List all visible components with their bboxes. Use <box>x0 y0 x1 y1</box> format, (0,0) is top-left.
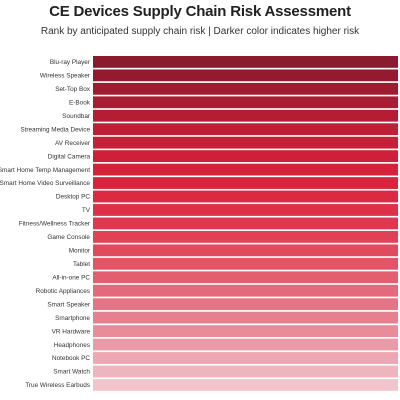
category-label-6: AV Receiver <box>55 140 91 147</box>
bar-6 <box>93 136 398 149</box>
bar-10 <box>93 190 398 203</box>
category-label-3: E-Book <box>69 99 91 106</box>
bar-24 <box>93 379 398 391</box>
category-label-9: Smart Home Video Surveillance <box>0 180 90 187</box>
bar-18 <box>93 298 398 311</box>
category-label-21: Headphones <box>54 342 90 349</box>
bar-16 <box>93 271 398 284</box>
bar-0 <box>93 56 398 68</box>
chart-title: CE Devices Supply Chain Risk Assessment <box>49 3 351 20</box>
category-label-2: Set-Top Box <box>55 86 91 93</box>
category-label-16: All-in-one PC <box>52 274 90 281</box>
category-label-15: Tablet <box>73 261 90 268</box>
category-label-24: True Wireless Earbuds <box>25 382 90 389</box>
bar-12 <box>93 217 398 230</box>
bar-19 <box>93 311 398 324</box>
bar-7 <box>93 150 398 163</box>
bar-4 <box>93 109 398 122</box>
bar-3 <box>93 96 398 109</box>
bar-5 <box>93 123 398 136</box>
bar-23 <box>93 365 398 378</box>
bar-13 <box>93 230 398 243</box>
category-label-20: VR Hardware <box>52 328 91 335</box>
bar-15 <box>93 257 398 270</box>
category-label-23: Smart Watch <box>53 369 90 376</box>
category-label-22: Notebook PC <box>52 355 90 362</box>
category-label-8: Smart Home Temp Management <box>0 167 90 174</box>
category-label-19: Smartphone <box>55 315 90 322</box>
category-label-13: Game Console <box>47 234 90 241</box>
bar-2 <box>93 82 398 95</box>
category-label-4: Soundbar <box>62 113 91 120</box>
bar-14 <box>93 244 398 257</box>
category-label-0: Blu-ray Player <box>50 59 91 66</box>
category-label-12: Fitness/Wellness Tracker <box>19 221 91 228</box>
bar-8 <box>93 163 398 176</box>
category-label-17: Robotic Appliances <box>36 288 90 295</box>
bar-1 <box>93 69 398 82</box>
category-label-1: Wireless Speaker <box>40 73 91 80</box>
category-label-5: Streaming Media Device <box>20 126 90 133</box>
bar-11 <box>93 204 398 216</box>
bar-20 <box>93 325 398 337</box>
bar-22 <box>93 352 398 364</box>
bar-9 <box>93 177 398 189</box>
category-label-10: Desktop PC <box>56 194 90 201</box>
chart-subtitle: Rank by anticipated supply chain risk | … <box>40 26 360 37</box>
bar-17 <box>93 284 398 297</box>
bar-21 <box>93 338 398 351</box>
category-label-18: Smart Speaker <box>47 301 90 308</box>
category-label-14: Monitor <box>69 248 91 255</box>
category-label-11: TV <box>82 207 91 214</box>
category-label-7: Digital Camera <box>48 153 91 160</box>
